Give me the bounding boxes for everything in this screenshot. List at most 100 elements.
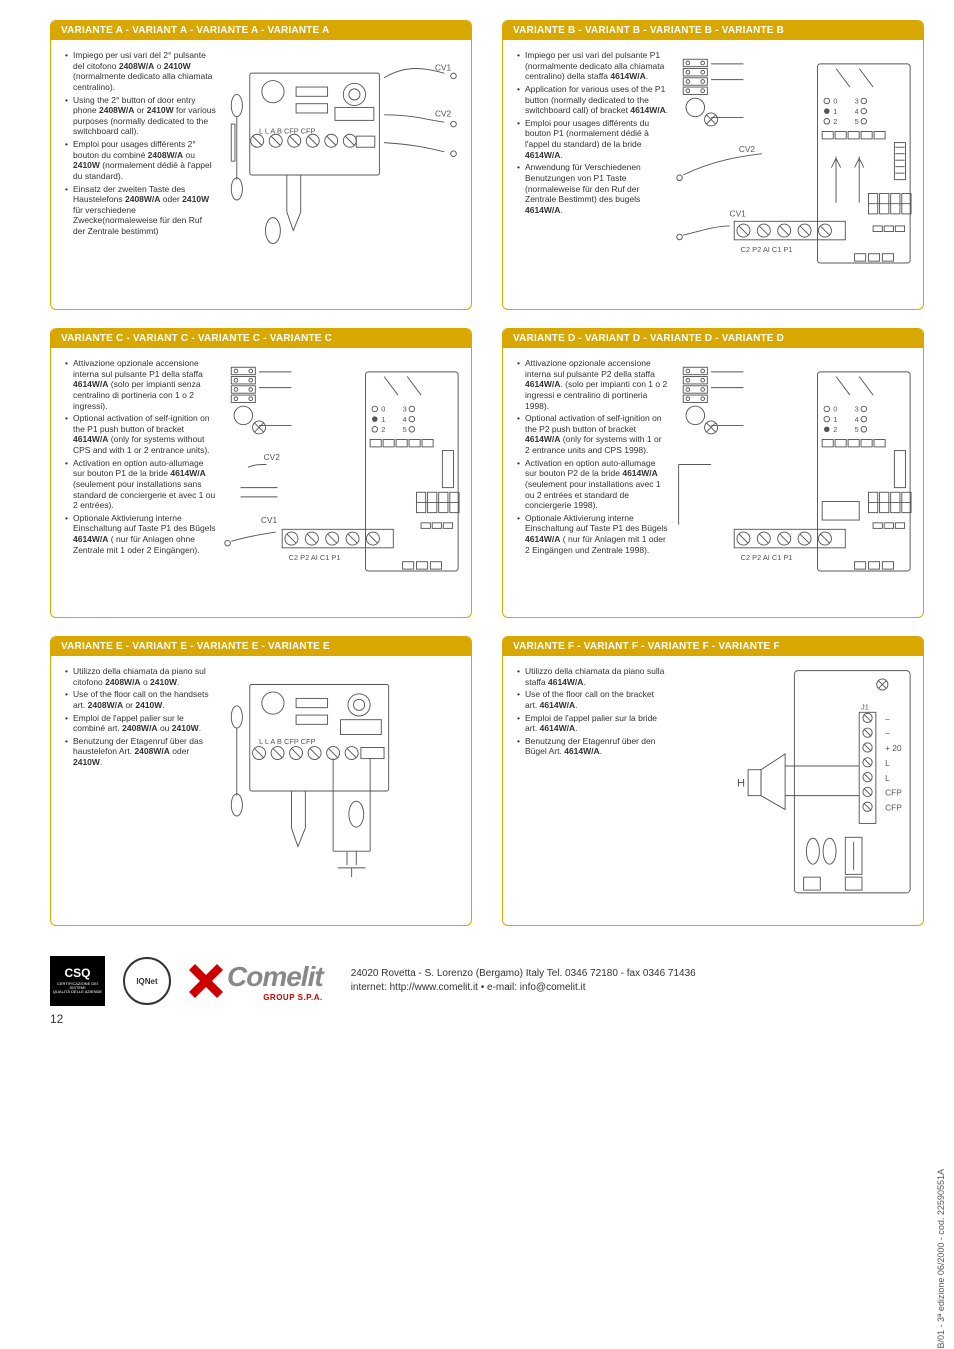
list-item: Emploi de l'appel palier sur la bride ar… [517, 713, 668, 734]
logo-iqnet-text: IQNet [136, 977, 157, 986]
list-item: Einsatz der zweiten Taste des Haustelefo… [65, 184, 216, 237]
logo-csq: CSQ CERTIFICAZIONE DEI SISTEMIQUALITÀ DE… [50, 956, 105, 1006]
page-number: 12 [50, 1012, 924, 1026]
list-item: Activation en option auto-allumage sur b… [65, 458, 216, 511]
svg-text:L: L [885, 773, 890, 783]
svg-text:0: 0 [834, 405, 838, 414]
variant-e: VARIANTE E - VARIANT E - VARIANTE E - VA… [50, 636, 472, 926]
diagram-c-svg: CV2 CV1 0 1 2 [222, 358, 463, 580]
variant-b: VARIANTE B - VARIANT B - VARIANTE B - VA… [502, 20, 924, 310]
svg-text:H: H [737, 777, 745, 789]
svg-text:2: 2 [834, 425, 838, 434]
svg-text:–: – [885, 714, 890, 724]
svg-text:L L A B CFP CFP: L L A B CFP CFP [259, 126, 315, 135]
list-item: Utilizzo della chiamata da piano sulla s… [517, 666, 668, 687]
footer-internet: internet: http://www.comelit.it • e-mail… [351, 981, 914, 995]
list-item: Attivazione opzionale accensione interna… [65, 358, 216, 411]
list-item: Utilizzo della chiamata da piano sul cit… [65, 666, 216, 687]
svg-text:~: ~ [885, 728, 890, 738]
svg-text:CV1: CV1 [261, 515, 278, 525]
svg-text:C2 P2 AI C1 P1: C2 P2 AI C1 P1 [289, 553, 341, 562]
variant-e-text: Utilizzo della chiamata da piano sul cit… [65, 666, 216, 888]
logo-comelit-text: Comelit [227, 961, 323, 993]
svg-text:1: 1 [382, 415, 386, 424]
svg-text:4: 4 [855, 107, 859, 116]
svg-text:CFP: CFP [885, 802, 902, 812]
diagram-e-svg: L L A B CFP CFP [222, 666, 463, 888]
variant-f: VARIANTE F - VARIANT F - VARIANTE F - VA… [502, 636, 924, 926]
list-item: Impiego per usi vari del pulsante P1 (no… [517, 50, 668, 82]
variant-d-text: Attivazione opzionale accensione interna… [517, 358, 668, 580]
variant-f-title: VARIANTE F - VARIANT F - VARIANTE F - VA… [503, 637, 923, 656]
svg-text:CV2: CV2 [264, 452, 281, 462]
svg-text:CV2: CV2 [739, 144, 756, 154]
list-item: Anwendung für Verschiedenen Benutzungen … [517, 162, 668, 215]
variant-a: VARIANTE A - VARIANT A - VARIANTE A - VA… [50, 20, 472, 310]
list-item: Use of the floor call on the handsets ar… [65, 689, 216, 710]
svg-text:J1: J1 [861, 703, 869, 712]
variant-b-text: Impiego per usi vari del pulsante P1 (no… [517, 50, 668, 272]
list-item: Using the 2° button of door entry phone … [65, 95, 216, 138]
list-item: Benutzung der Etagenruf über das haustel… [65, 736, 216, 768]
list-item: Application for various uses of the P1 b… [517, 84, 668, 116]
list-item: Benutzung der Etagenruf über den Bügel A… [517, 736, 668, 757]
variant-a-text: Impiego per usi vari del 2° pulsante del… [65, 50, 216, 263]
svg-text:CV1: CV1 [730, 209, 747, 219]
variant-a-title: VARIANTE A - VARIANT A - VARIANTE A - VA… [51, 21, 471, 40]
svg-text:1: 1 [834, 107, 838, 116]
variant-a-diagram: L L A B CFP CFP [222, 50, 463, 263]
variant-e-title: VARIANTE E - VARIANT E - VARIANTE E - VA… [51, 637, 471, 656]
list-item: Optionale Aktivierung interne Einschaltu… [517, 513, 668, 556]
list-item: Optional activation of self-ignition on … [65, 413, 216, 456]
variant-a-list: Impiego per usi vari del 2° pulsante del… [65, 50, 216, 237]
logo-csq-sub: CERTIFICAZIONE DEI SISTEMIQUALITÀ DELLE … [50, 980, 105, 996]
diagram-a-svg: L L A B CFP CFP [222, 50, 463, 263]
svg-text:5: 5 [855, 425, 859, 434]
svg-text:1: 1 [834, 415, 838, 424]
logo-iqnet: IQNet [123, 957, 171, 1005]
variant-f-diagram: J1 – [674, 666, 915, 898]
svg-text:5: 5 [403, 425, 407, 434]
svg-text:CV1: CV1 [435, 62, 452, 72]
footer-text: 24020 Rovetta - S. Lorenzo (Bergamo) Ita… [341, 967, 914, 995]
svg-text:3: 3 [855, 97, 859, 106]
list-item: Activation en option auto-allumage sur b… [517, 458, 668, 511]
variant-c-title: VARIANTE C - VARIANT C - VARIANTE C - VA… [51, 329, 471, 348]
list-item: Emploi pour usages différents du bouton … [517, 118, 668, 161]
variant-f-list: Utilizzo della chiamata da piano sulla s… [517, 666, 668, 757]
variant-e-list: Utilizzo della chiamata da piano sul cit… [65, 666, 216, 768]
side-text: FT/SB/01 - 3ª edizione 06/2000 - cod. 22… [936, 1169, 946, 1349]
svg-text:CFP: CFP [885, 788, 902, 798]
logo-comelit-sub: GROUP S.P.A. [263, 993, 323, 1002]
list-item: Attivazione opzionale accensione interna… [517, 358, 668, 411]
svg-text:2: 2 [382, 425, 386, 434]
variant-d-title: VARIANTE D - VARIANT D - VARIANTE D - VA… [503, 329, 923, 348]
svg-text:2: 2 [834, 117, 838, 126]
variant-d-diagram: 0 1 2 3 4 5 [674, 358, 915, 580]
list-item: Optionale Aktivierung interne Einschaltu… [65, 513, 216, 556]
svg-text:L L A B CFP CFP: L L A B CFP CFP [259, 737, 315, 746]
footer-address: 24020 Rovetta - S. Lorenzo (Bergamo) Ita… [351, 967, 914, 981]
svg-text:C2 P2 AI C1 P1: C2 P2 AI C1 P1 [741, 553, 793, 562]
svg-text:0: 0 [382, 405, 386, 414]
diagram-f-svg: J1 – [674, 666, 915, 898]
variant-e-diagram: L L A B CFP CFP [222, 666, 463, 888]
variant-d: VARIANTE D - VARIANT D - VARIANTE D - VA… [502, 328, 924, 618]
variant-c-list: Attivazione opzionale accensione interna… [65, 358, 216, 555]
logo-comelit: Comelit GROUP S.P.A. [189, 961, 323, 1002]
variant-b-diagram: CV2 0 1 2 3 4 [674, 50, 915, 272]
variant-c: VARIANTE C - VARIANT C - VARIANTE C - VA… [50, 328, 472, 618]
svg-text:0: 0 [834, 97, 838, 106]
footer: CSQ CERTIFICAZIONE DEI SISTEMIQUALITÀ DE… [50, 956, 924, 1006]
svg-text:3: 3 [855, 405, 859, 414]
comelit-x-icon [189, 964, 223, 998]
list-item: Use of the floor call on the bracket art… [517, 689, 668, 710]
logo-csq-text: CSQ [64, 966, 90, 980]
variant-b-list: Impiego per usi vari del pulsante P1 (no… [517, 50, 668, 215]
svg-text:4: 4 [403, 415, 407, 424]
svg-text:5: 5 [855, 117, 859, 126]
list-item: Optional activation of self-ignition on … [517, 413, 668, 456]
variant-c-diagram: CV2 CV1 0 1 2 [222, 358, 463, 580]
diagram-d-svg: 0 1 2 3 4 5 [674, 358, 915, 580]
variant-b-title: VARIANTE B - VARIANT B - VARIANTE B - VA… [503, 21, 923, 40]
